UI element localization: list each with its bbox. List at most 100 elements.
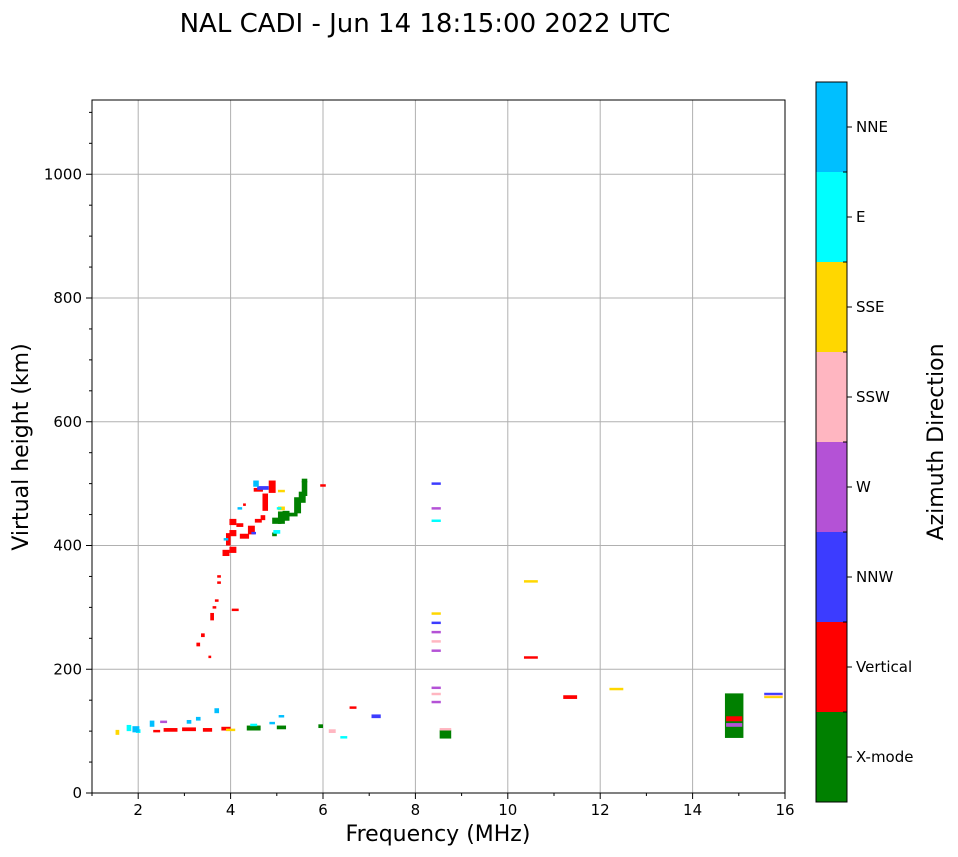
echo-mark xyxy=(237,507,243,510)
x-tick-label: 2 xyxy=(133,801,143,819)
echo-mark xyxy=(431,686,441,690)
x-axis: 2 4 6 8 10 12 14 16 xyxy=(91,793,795,819)
x-tick-label: 14 xyxy=(683,801,702,819)
echo-mark xyxy=(250,723,258,727)
y-axis: 0 200 400 600 800 1000 xyxy=(44,111,92,802)
colorbar-segment xyxy=(816,712,847,802)
y-axis-title: Virtual height (km) xyxy=(9,343,34,550)
echo-mark xyxy=(431,482,441,485)
echo-mark xyxy=(163,728,178,732)
echo-mark xyxy=(272,532,277,537)
x-tick-label: 8 xyxy=(411,801,421,819)
echo-mark xyxy=(196,642,201,647)
echo-mark xyxy=(202,728,213,732)
echo-mark xyxy=(431,519,441,522)
echo-mark xyxy=(371,714,381,719)
y-tick-label: 400 xyxy=(53,537,82,555)
colorbar-segment xyxy=(816,352,847,442)
colorbar-label: Vertical xyxy=(856,658,912,676)
echo-mark xyxy=(260,515,266,521)
echo-mark xyxy=(268,480,276,493)
echo-mark xyxy=(229,546,237,553)
plot-area: 2 4 6 8 10 12 14 16 0 200 400 600 800 1000 xyxy=(44,99,795,819)
echo-mark xyxy=(277,511,285,524)
echo-mark xyxy=(229,530,237,537)
x-tick-label: 16 xyxy=(775,801,794,819)
echo-mark xyxy=(212,606,217,609)
echo-mark xyxy=(132,726,140,733)
colorbar-segment xyxy=(816,442,847,532)
echo-mark xyxy=(340,736,348,739)
colorbar: X-mode Vertical NNW W SSW SSE E NNE xyxy=(815,81,913,803)
chart-title: NAL CADI - Jun 14 18:15:00 2022 UTC xyxy=(180,9,671,39)
series-nne xyxy=(132,480,285,733)
echo-mark xyxy=(724,693,744,738)
echo-mark xyxy=(115,729,120,735)
echo-mark xyxy=(153,729,161,733)
echo-mark xyxy=(247,525,255,535)
echo-mark xyxy=(523,580,538,583)
colorbar-frame xyxy=(815,81,848,803)
echo-mark xyxy=(239,533,250,539)
echo-mark xyxy=(225,728,236,732)
series-w xyxy=(160,507,743,727)
echo-mark xyxy=(764,694,783,697)
echo-mark xyxy=(160,720,168,724)
echo-mark xyxy=(272,517,282,524)
echo-mark xyxy=(223,538,229,541)
echo-mark xyxy=(431,649,441,652)
series-vertical xyxy=(153,480,743,733)
colorbar-label: NNW xyxy=(856,568,893,586)
echo-mark xyxy=(201,633,205,638)
colorbar-label: W xyxy=(856,478,871,496)
echo-mark xyxy=(431,630,441,634)
echo-mark xyxy=(431,700,441,704)
echo-mark xyxy=(320,484,326,487)
echo-mark xyxy=(186,719,192,724)
colorbar-label: NNE xyxy=(856,118,888,136)
y-tick-label: 800 xyxy=(53,289,82,307)
x-tick-label: 10 xyxy=(498,801,517,819)
colorbar-label: X-mode xyxy=(856,748,913,766)
x-tick-label: 12 xyxy=(591,801,610,819)
echo-mark xyxy=(276,725,287,730)
echo-mark xyxy=(214,708,220,714)
echo-mark xyxy=(523,656,538,659)
echo-mark xyxy=(726,716,743,722)
echo-mark xyxy=(269,721,275,725)
echo-mark xyxy=(431,621,441,625)
colorbar-segment xyxy=(816,622,847,712)
echo-mark xyxy=(276,507,282,510)
echo-mark xyxy=(273,530,281,534)
echo-mark xyxy=(229,518,237,526)
echo-mark xyxy=(609,687,624,691)
echo-mark xyxy=(431,507,441,510)
y-tick-label: 600 xyxy=(53,413,82,431)
colorbar-segment xyxy=(816,172,847,262)
series-ssw xyxy=(328,640,783,733)
echo-mark xyxy=(246,725,261,731)
echo-mark xyxy=(294,497,302,514)
echo-mark xyxy=(277,489,285,493)
echo-mark xyxy=(231,608,239,612)
echo-mark xyxy=(349,706,357,709)
colorbar-label: E xyxy=(856,208,865,226)
x-axis-title: Frequency (MHz) xyxy=(346,822,531,847)
echo-mark xyxy=(236,523,244,527)
echo-mark xyxy=(278,715,285,718)
echo-mark xyxy=(217,575,221,578)
echo-mark xyxy=(563,695,578,699)
echo-mark xyxy=(301,481,308,496)
echo-mark xyxy=(282,510,290,521)
y-tick-label: 200 xyxy=(53,660,82,678)
data-marks xyxy=(115,478,783,739)
echo-mark xyxy=(301,478,308,483)
echo-mark xyxy=(431,692,441,696)
x-tick-label: 4 xyxy=(226,801,236,819)
plot-frame xyxy=(91,99,786,794)
echo-mark xyxy=(208,655,212,659)
echo-mark xyxy=(254,518,262,523)
y-tick-label: 1000 xyxy=(44,165,82,183)
echo-mark xyxy=(439,729,452,739)
